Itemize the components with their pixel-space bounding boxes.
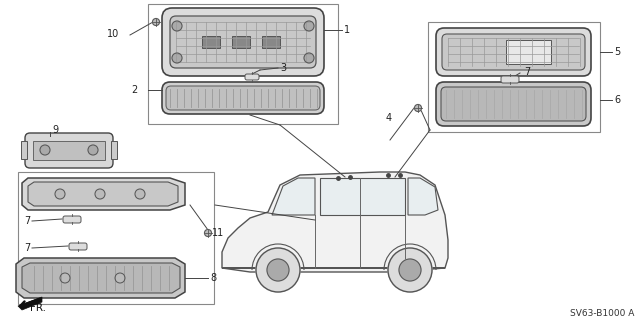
FancyBboxPatch shape: [63, 216, 81, 223]
FancyBboxPatch shape: [25, 133, 113, 168]
Bar: [262, 36, 280, 48]
Bar: [148, 4, 338, 124]
Circle shape: [55, 189, 65, 199]
Circle shape: [152, 19, 159, 26]
Polygon shape: [320, 178, 405, 215]
FancyBboxPatch shape: [441, 87, 586, 121]
FancyBboxPatch shape: [69, 243, 87, 250]
Text: 7: 7: [524, 67, 531, 77]
Circle shape: [267, 259, 289, 281]
Bar: [21, 141, 27, 159]
Polygon shape: [408, 178, 438, 215]
Circle shape: [388, 248, 432, 292]
Bar: [18, 172, 214, 304]
Text: 1: 1: [344, 25, 350, 35]
Bar: [33, 141, 105, 160]
FancyBboxPatch shape: [436, 28, 591, 76]
Polygon shape: [22, 263, 180, 293]
Circle shape: [135, 189, 145, 199]
FancyBboxPatch shape: [166, 86, 320, 110]
Circle shape: [172, 53, 182, 63]
Bar: [232, 36, 250, 48]
Circle shape: [115, 273, 125, 283]
Circle shape: [304, 53, 314, 63]
Text: 11: 11: [212, 228, 224, 238]
Text: 4: 4: [386, 113, 392, 123]
Polygon shape: [16, 258, 185, 298]
FancyBboxPatch shape: [245, 74, 259, 80]
Circle shape: [256, 248, 300, 292]
Text: 3: 3: [280, 63, 286, 73]
FancyBboxPatch shape: [170, 16, 316, 68]
Text: SV63-B1000 A: SV63-B1000 A: [570, 308, 634, 317]
Text: 7: 7: [24, 243, 30, 253]
Text: 2: 2: [131, 85, 137, 95]
FancyBboxPatch shape: [501, 76, 519, 83]
FancyBboxPatch shape: [162, 82, 324, 114]
Circle shape: [399, 259, 421, 281]
Polygon shape: [22, 178, 185, 210]
Circle shape: [172, 21, 182, 31]
Circle shape: [415, 105, 422, 112]
Circle shape: [95, 189, 105, 199]
Polygon shape: [18, 297, 42, 310]
FancyBboxPatch shape: [442, 34, 585, 70]
Bar: [202, 36, 220, 48]
FancyBboxPatch shape: [436, 82, 591, 126]
Bar: [506, 40, 551, 64]
Circle shape: [304, 21, 314, 31]
Polygon shape: [28, 182, 178, 206]
Text: 8: 8: [210, 273, 216, 283]
Bar: [111, 141, 117, 159]
Circle shape: [205, 229, 211, 236]
Text: 10: 10: [107, 29, 119, 39]
Text: 7: 7: [24, 216, 30, 226]
Circle shape: [88, 145, 98, 155]
Polygon shape: [272, 178, 315, 215]
Text: 9: 9: [52, 125, 58, 135]
Circle shape: [60, 273, 70, 283]
Polygon shape: [222, 172, 448, 272]
Circle shape: [40, 145, 50, 155]
Text: 6: 6: [614, 95, 620, 105]
Text: FR.: FR.: [30, 303, 46, 313]
FancyBboxPatch shape: [162, 8, 324, 76]
Bar: [428, 22, 600, 132]
Text: 5: 5: [614, 47, 620, 57]
